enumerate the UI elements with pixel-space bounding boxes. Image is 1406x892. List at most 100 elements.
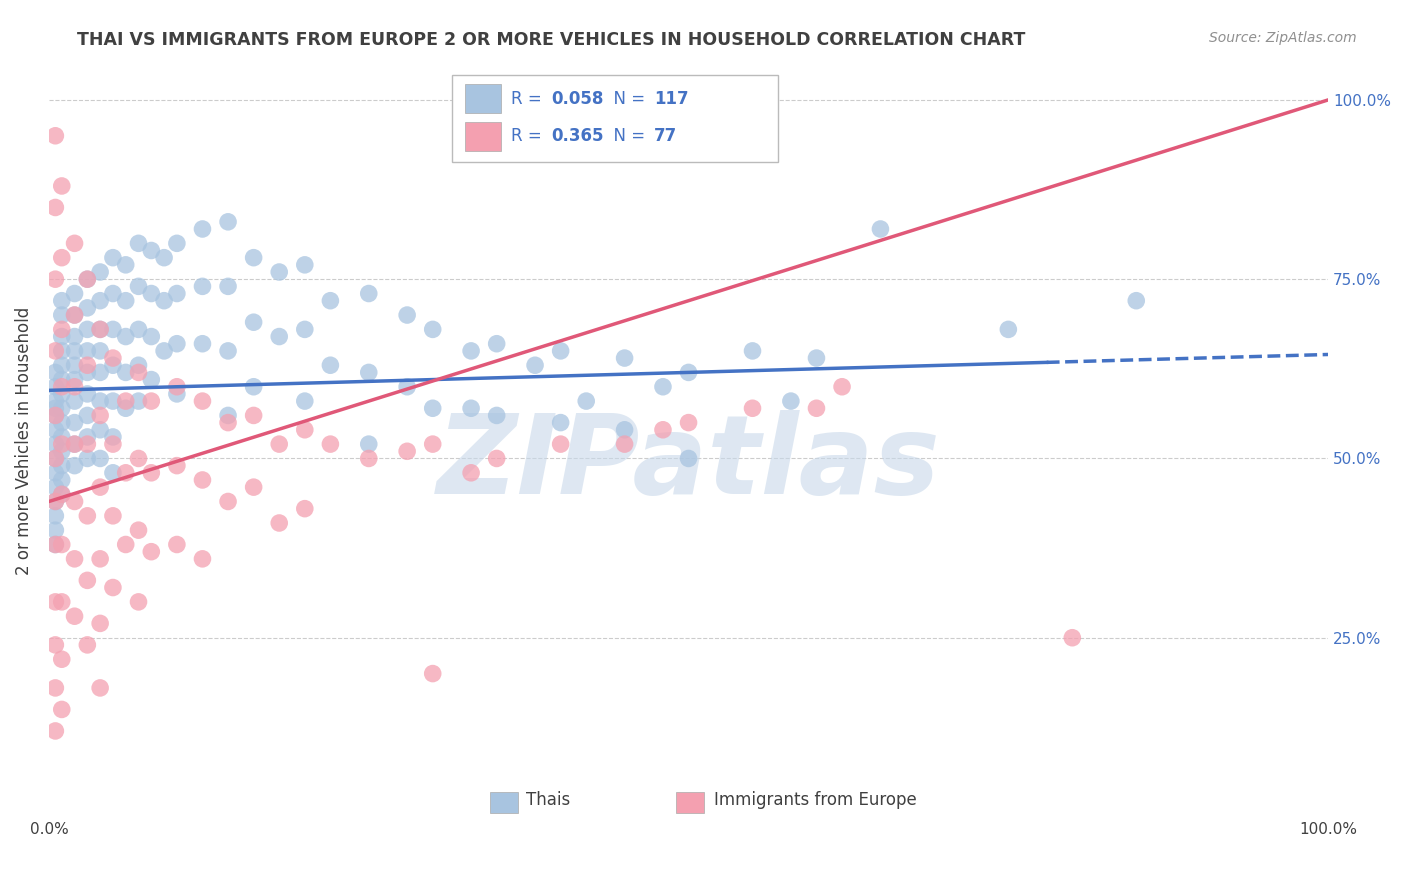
Text: 77: 77 [654,128,678,145]
Point [357,365,380,379]
Point [166,236,188,251]
Point [101,430,124,444]
Point [678,451,700,466]
Point [294,258,316,272]
Point [63,609,86,624]
Point [217,409,239,423]
Point [460,466,482,480]
Point [76,508,98,523]
Point [524,358,547,372]
Point [780,394,803,409]
Point [652,423,675,437]
Point [114,329,136,343]
Point [101,508,124,523]
Point [319,293,342,308]
Point [44,681,66,695]
Point [101,394,124,409]
Point [269,516,291,530]
Point [44,494,66,508]
Point [76,272,98,286]
Point [44,451,66,466]
Point [76,272,98,286]
Point [166,336,188,351]
Point [44,437,66,451]
Point [128,595,150,609]
Point [101,322,124,336]
Point [217,215,239,229]
Point [217,279,239,293]
Point [89,552,111,566]
Point [51,537,73,551]
Point [294,501,316,516]
Text: THAI VS IMMIGRANTS FROM EUROPE 2 OR MORE VEHICLES IN HOUSEHOLD CORRELATION CHART: THAI VS IMMIGRANTS FROM EUROPE 2 OR MORE… [77,31,1026,49]
Point [44,537,66,551]
Point [89,681,111,695]
Point [114,365,136,379]
Point [63,329,86,343]
Point [217,416,239,430]
Text: R =: R = [510,128,547,145]
FancyBboxPatch shape [465,122,501,151]
Point [51,251,73,265]
Point [128,451,150,466]
Point [422,666,444,681]
Point [51,652,73,666]
Point [550,437,572,451]
Point [89,394,111,409]
Point [422,401,444,416]
Point [63,380,86,394]
Point [63,458,86,473]
Point [44,409,66,423]
Point [76,574,98,588]
Point [141,394,163,409]
Point [44,523,66,537]
Point [44,638,66,652]
Point [153,293,176,308]
Point [166,387,188,401]
Point [153,251,176,265]
Point [319,437,342,451]
Text: Source: ZipAtlas.com: Source: ZipAtlas.com [1209,31,1357,45]
Point [114,258,136,272]
Point [51,444,73,458]
Point [76,301,98,315]
Point [242,409,264,423]
Point [89,293,111,308]
Point [217,494,239,508]
Point [550,343,572,358]
Point [422,322,444,336]
Point [76,437,98,451]
Point [51,458,73,473]
Point [741,401,763,416]
Point [141,329,163,343]
Point [89,409,111,423]
Point [51,401,73,416]
Y-axis label: 2 or more Vehicles in Household: 2 or more Vehicles in Household [15,307,32,574]
Point [114,394,136,409]
Point [44,201,66,215]
Point [128,236,150,251]
Point [114,401,136,416]
Point [128,322,150,336]
Point [76,322,98,336]
Point [44,508,66,523]
Point [613,351,636,365]
Point [63,552,86,566]
Point [1125,293,1147,308]
Point [76,409,98,423]
Point [678,416,700,430]
FancyBboxPatch shape [491,792,519,814]
Point [63,343,86,358]
Point [76,638,98,652]
Point [396,380,419,394]
Point [51,329,73,343]
Text: N =: N = [603,128,650,145]
Point [51,487,73,501]
Point [44,380,66,394]
Point [294,322,316,336]
Point [63,437,86,451]
Point [191,222,214,236]
Point [76,430,98,444]
Point [89,451,111,466]
Point [101,286,124,301]
